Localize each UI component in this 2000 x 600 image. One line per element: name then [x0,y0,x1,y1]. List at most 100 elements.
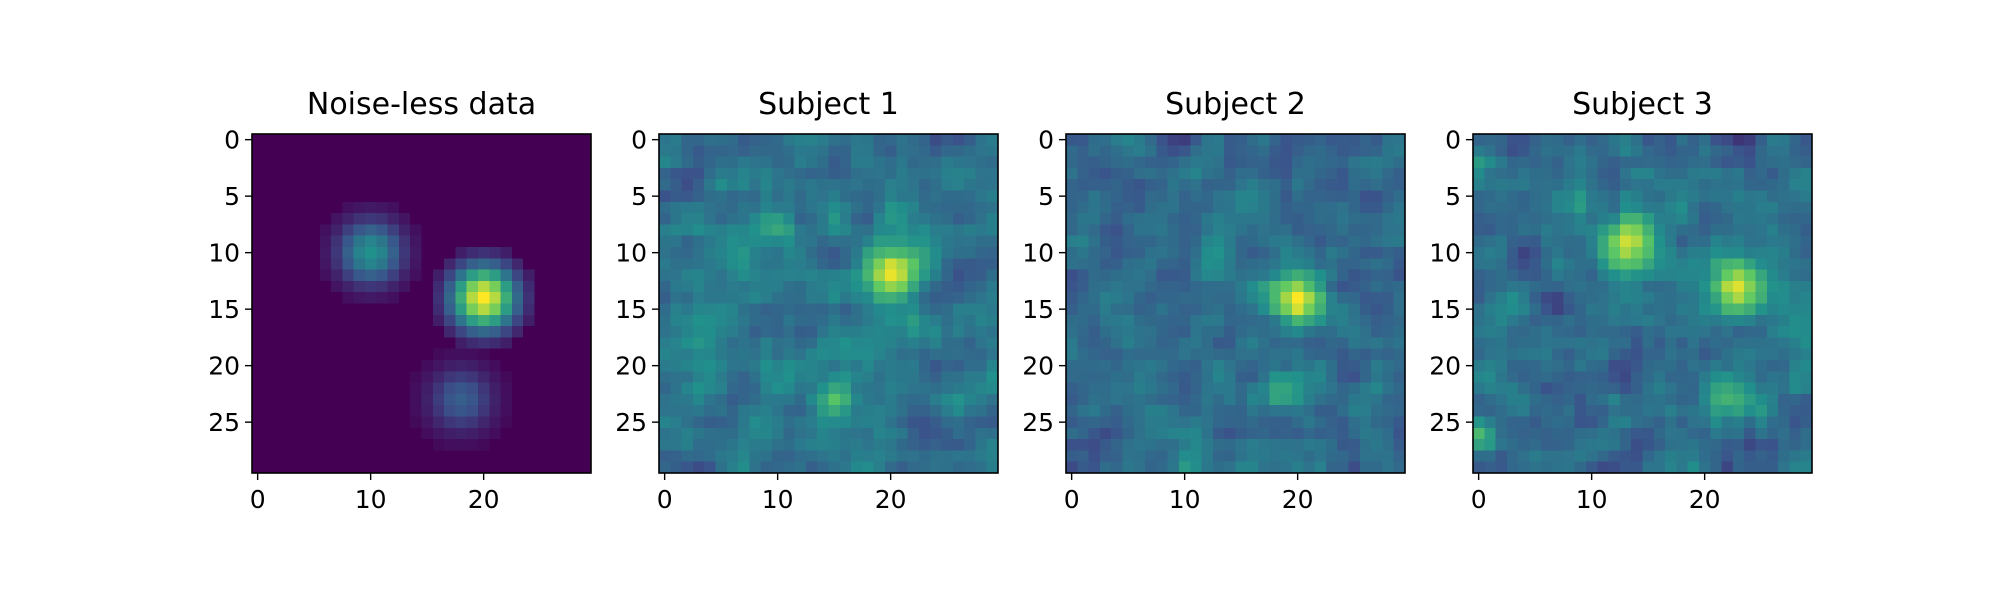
heatmap-cell [568,427,581,440]
heatmap-cell [1518,179,1531,192]
heatmap-cell [1540,337,1553,350]
heatmap-cell [1393,145,1406,158]
heatmap-cell [568,280,581,293]
heatmap-cell [342,348,355,361]
heatmap-cell [986,450,999,463]
heatmap-cell [1473,427,1485,440]
heatmap-cell [1710,393,1723,406]
heatmap-cell [1337,382,1350,395]
heatmap-cell [1337,201,1350,214]
heatmap-cell [1552,360,1564,372]
heatmap-cell [1574,303,1587,316]
heatmap-cell [342,405,355,418]
heatmap-cell [1359,393,1372,406]
heatmap-cell [986,134,999,146]
heatmap-cell [319,416,332,429]
heatmap-cell [1665,213,1677,225]
heatmap-cell [986,179,999,192]
heatmap-cell [1676,382,1689,395]
heatmap-cell [1721,247,1734,259]
heatmap-cell [681,280,694,293]
heatmap-cell [410,190,423,203]
heatmap-cell [1529,145,1542,158]
heatmap-cell [828,134,841,146]
heatmap-cell [1766,292,1779,305]
heatmap-cell [308,360,321,372]
heatmap-cell [387,224,400,237]
heatmap-cell [1325,337,1338,350]
heatmap-cell [545,461,558,474]
heatmap-cell [1212,450,1225,463]
heatmap-cell [489,167,502,180]
heatmap-cell [466,371,479,384]
heatmap-cell [1586,190,1598,203]
heatmap-cell [1732,348,1745,361]
heatmap-cell [659,201,671,214]
heatmap-cell [1111,134,1124,146]
heatmap-cell [523,213,536,225]
heatmap-cell [387,167,400,180]
heatmap-cell [1145,134,1157,146]
heatmap-cell [1201,348,1214,361]
heatmap-cell [1371,337,1383,350]
heatmap-cell [1359,280,1372,293]
heatmap-cell [1258,314,1270,327]
heatmap-cell [511,247,524,259]
heatmap-cell [1506,382,1519,395]
heatmap-cell [1111,190,1124,203]
heatmap-cell [353,280,366,293]
heatmap-cell [285,461,298,474]
heatmap-cell [659,382,671,395]
heatmap-cell [738,337,750,350]
heatmap-cell [681,213,694,225]
heatmap-cell [1744,416,1757,429]
heatmap-cell [659,405,671,418]
heatmap-cell [421,405,434,418]
heatmap-cell [1212,280,1225,293]
heatmap-cell [941,247,954,259]
heatmap-cell [704,450,717,463]
heatmap-cell [500,201,513,214]
heatmap-cell [455,348,468,361]
heatmap-cell [805,258,818,271]
heatmap-cell [1156,427,1169,440]
heatmap-cell [1597,360,1610,372]
heatmap-cell [862,280,875,293]
heatmap-cell [1179,156,1191,169]
heatmap-cell [930,167,943,180]
heatmap-cell [545,224,558,237]
heatmap-cell [1224,371,1237,384]
heatmap-cell [1721,427,1734,440]
heatmap-cell [873,190,886,203]
heatmap-cell [342,235,355,248]
heatmap-cell [1269,292,1282,305]
heatmap-cell [1246,269,1259,282]
heatmap-cell [918,269,931,282]
heatmap-cell [319,405,332,418]
heatmap-cell [1755,371,1768,384]
heatmap-cell [1642,303,1655,316]
heatmap-cell [444,416,456,429]
heatmap-cell [1699,393,1711,406]
heatmap-cell [1687,326,1700,338]
heatmap-cell [432,303,445,316]
heatmap-cell [1789,360,1802,372]
heatmap-cell [692,427,705,440]
heatmap-cell [342,145,355,158]
heatmap-cell [523,405,536,418]
heatmap-cell [681,348,694,361]
heatmap-cell [1800,416,1813,429]
heatmap-cell [1789,314,1802,327]
heatmap-cell [1201,269,1214,282]
heatmap-cell [794,292,807,305]
heatmap-cell [1506,461,1519,474]
heatmap-cell [1382,247,1395,259]
heatmap-cell [1190,167,1203,180]
heatmap-cell [1393,156,1406,169]
heatmap-cell [421,303,434,316]
heatmap-cell [1303,371,1316,384]
heatmap-cell [760,190,773,203]
heatmap-cell [873,179,886,192]
heatmap-cell [1269,280,1282,293]
heatmap-cell [839,314,852,327]
